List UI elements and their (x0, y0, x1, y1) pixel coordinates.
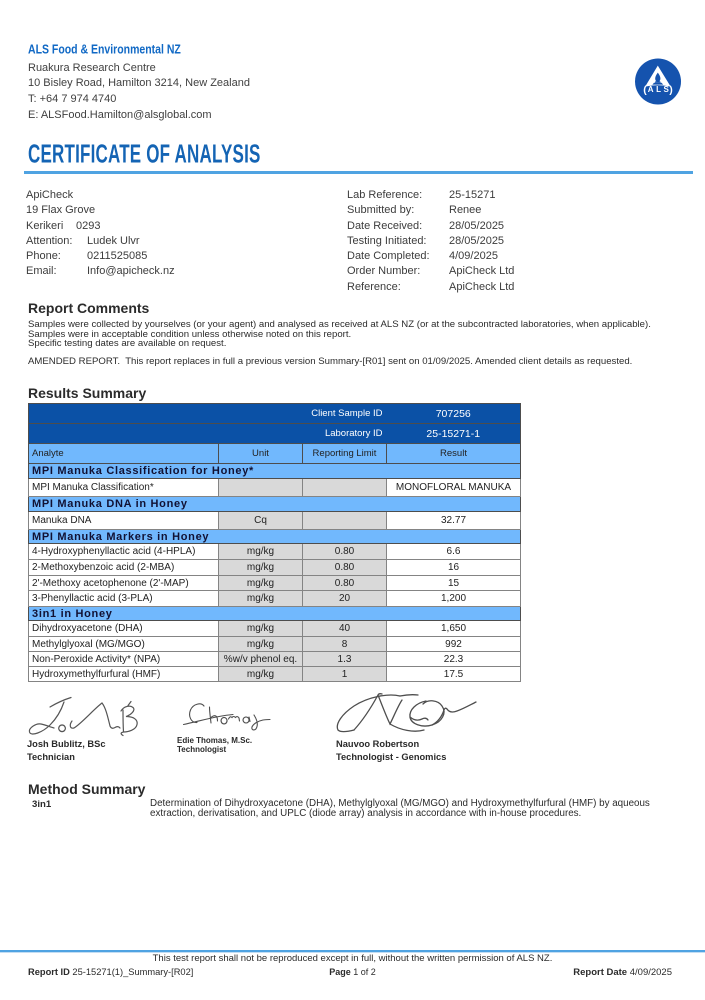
svg-text:): ) (669, 84, 673, 96)
svg-text:(: ( (643, 84, 647, 96)
svg-text:ALS: ALS (648, 85, 672, 94)
